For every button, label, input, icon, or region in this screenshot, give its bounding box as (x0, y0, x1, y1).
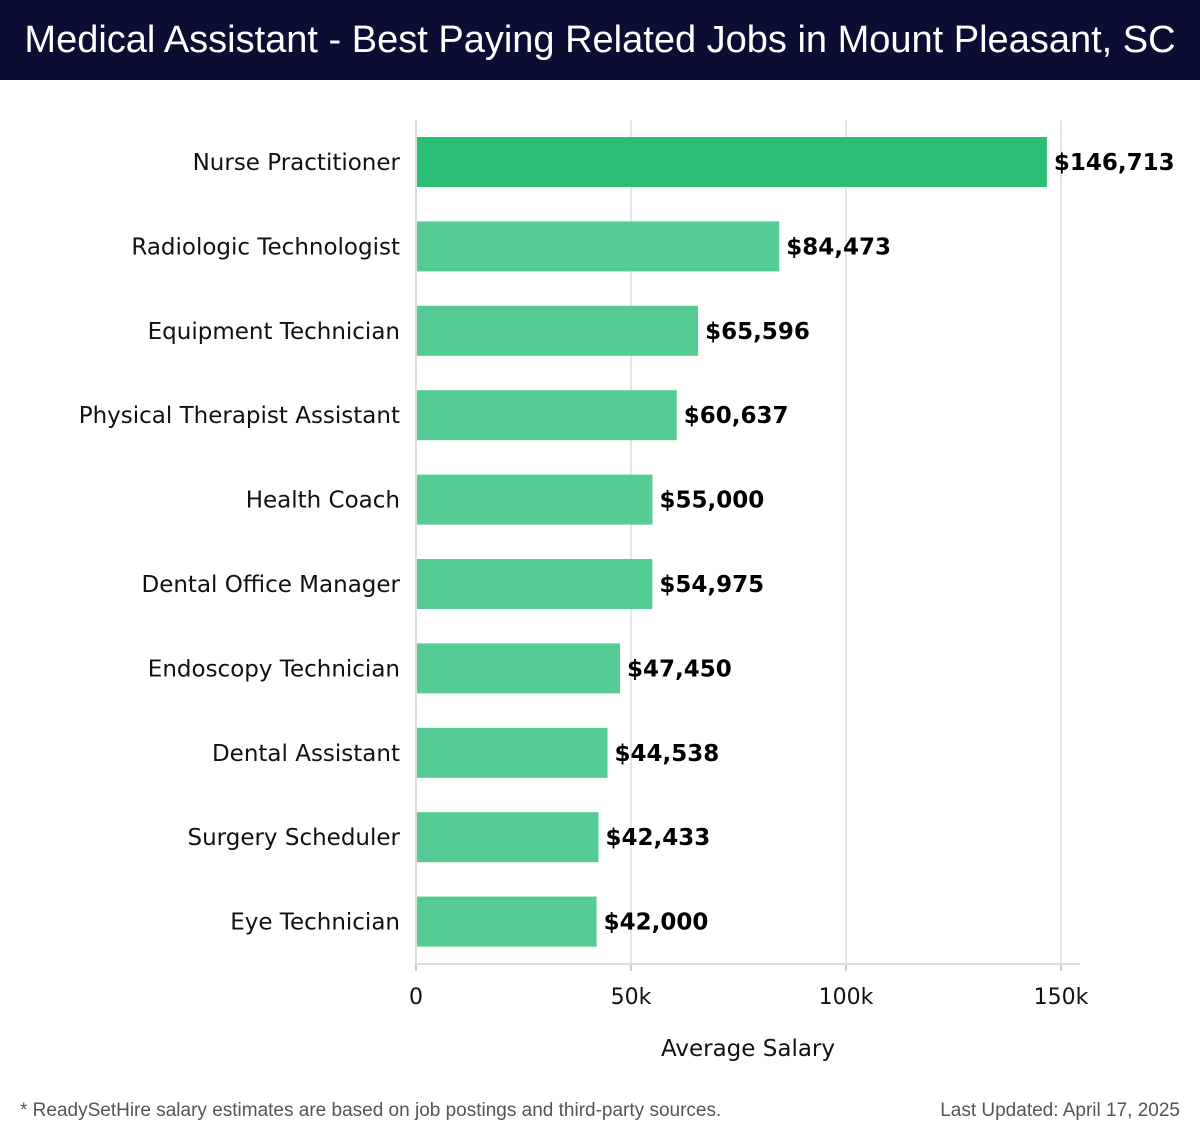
salary-bar-chart: Nurse Practitioner Radiologic Technologis… (79, 120, 1175, 1062)
value-label: $60,637 (684, 403, 789, 429)
value-label: $55,000 (660, 488, 765, 514)
category-label: Nurse Practitioner (193, 150, 401, 176)
bar (417, 643, 621, 694)
x-tick-label: 150k (1034, 985, 1089, 1010)
bar (417, 390, 677, 441)
category-label: Physical Therapist Assistant (79, 403, 400, 429)
value-label: $84,473 (786, 234, 891, 260)
x-tick-label: 0 (409, 985, 423, 1010)
value-label: $44,538 (615, 741, 720, 767)
value-label: $42,433 (605, 825, 710, 851)
category-labels: Nurse Practitioner Radiologic Technologis… (79, 150, 401, 936)
value-label: $146,713 (1054, 150, 1175, 176)
x-axis: 0 50k 100k 150k Average Salary (409, 120, 1089, 1062)
value-label: $54,975 (659, 572, 764, 598)
x-axis-title: Average Salary (661, 1036, 835, 1062)
value-label: $65,596 (705, 319, 810, 345)
value-label: $42,000 (604, 910, 709, 936)
bar (417, 896, 597, 947)
category-label: Dental Assistant (212, 741, 400, 767)
category-label: Radiologic Technologist (131, 234, 400, 260)
bars (417, 137, 1047, 947)
footer-note: * ReadySetHire salary estimates are base… (20, 1100, 722, 1121)
page-title: Medical Assistant - Best Paying Related … (24, 18, 1176, 61)
last-updated: Last Updated: April 17, 2025 (940, 1100, 1180, 1121)
bar (417, 812, 599, 863)
bar (417, 559, 653, 609)
value-label: $47,450 (627, 656, 732, 682)
x-tick-label: 50k (611, 985, 652, 1010)
bar (417, 221, 780, 272)
category-label: Endoscopy Technician (148, 656, 400, 682)
bar (417, 305, 699, 356)
category-label: Health Coach (246, 488, 400, 514)
category-label: Eye Technician (230, 910, 400, 936)
value-labels: $146,713 $84,473 $65,596 $60,637 $55,000 $54,… (604, 150, 1175, 936)
bar (417, 727, 608, 778)
category-label: Dental Office Manager (141, 572, 400, 598)
bar (417, 474, 653, 525)
category-label: Surgery Scheduler (187, 825, 400, 851)
category-label: Equipment Technician (148, 319, 400, 345)
title-bar: Medical Assistant - Best Paying Related … (0, 0, 1200, 80)
bar (417, 137, 1047, 187)
x-tick-label: 100k (819, 985, 874, 1010)
